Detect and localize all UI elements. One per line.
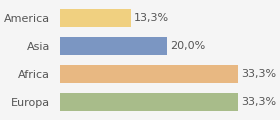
Text: 33,3%: 33,3%	[241, 97, 276, 107]
Bar	[60, 37, 167, 55]
Text: 20,0%: 20,0%	[170, 41, 205, 51]
Text: 33,3%: 33,3%	[241, 69, 276, 79]
Text: 13,3%: 13,3%	[134, 13, 169, 23]
Bar	[60, 93, 239, 111]
Bar	[60, 65, 239, 83]
Bar	[60, 9, 131, 27]
